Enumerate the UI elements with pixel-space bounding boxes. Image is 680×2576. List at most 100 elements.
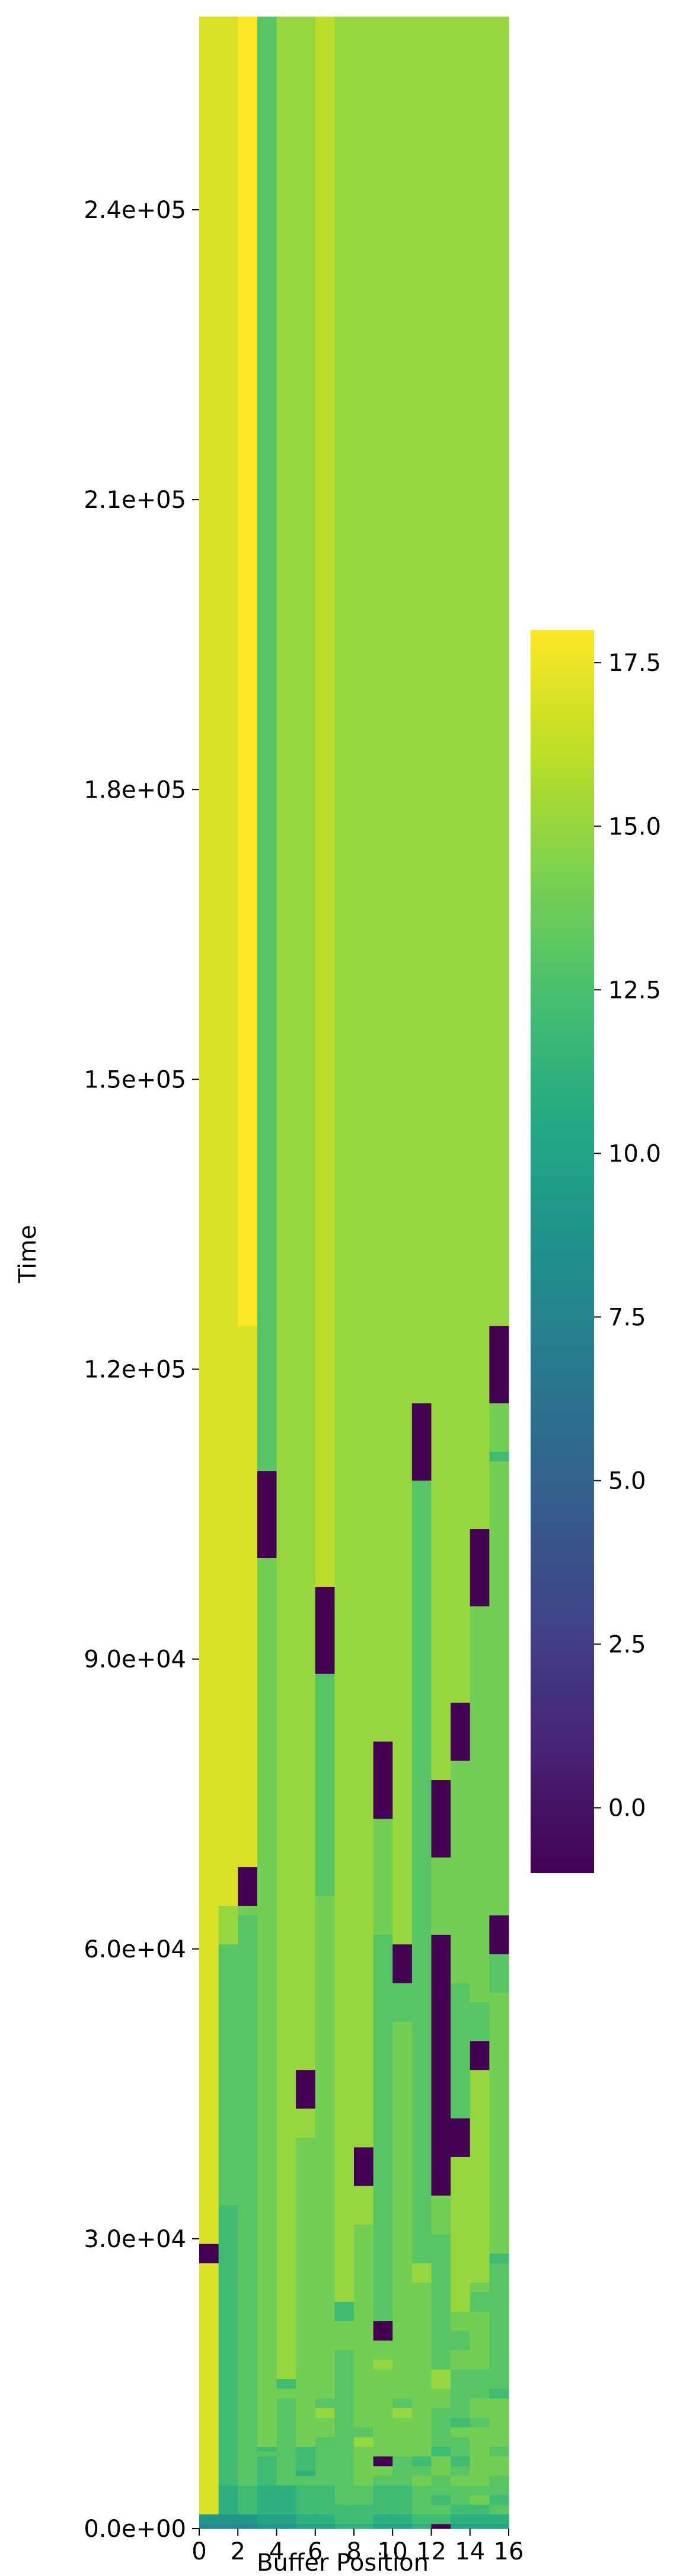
heatmap-cell — [315, 2514, 335, 2524]
heatmap-cell — [238, 2523, 258, 2529]
heatmap-cell — [470, 2292, 490, 2312]
colorbar: 0.0 2.5 5.0 7.5 10.0 12.5 15.0 17.5 — [531, 630, 661, 1873]
heatmap-cell — [451, 2523, 471, 2529]
heatmap-cell — [470, 1605, 490, 2003]
heatmap-cell — [238, 1326, 258, 1867]
colorbar-tick-label: 2.5 — [608, 1631, 646, 1659]
heatmap-cell — [296, 2446, 316, 2471]
heatmap-cell — [451, 1703, 471, 1761]
heatmap-cell — [489, 2494, 509, 2505]
heatmap-cell — [431, 2475, 451, 2495]
heatmap-cell — [470, 2427, 490, 2486]
heatmap-cell — [373, 1818, 393, 1935]
heatmap-cell — [276, 2523, 296, 2529]
colorbar-gradient — [531, 630, 594, 1873]
heatmap-cell — [218, 2204, 238, 2486]
heatmap-cell — [315, 2437, 335, 2486]
heatmap-cell — [257, 2523, 277, 2529]
x-tick-label: 4 — [269, 2538, 284, 2565]
heatmap-cell — [354, 2446, 374, 2486]
heatmap-cell — [392, 2456, 413, 2486]
x-tick-label: 6 — [308, 2538, 323, 2565]
x-tick-label: 8 — [346, 2538, 361, 2565]
colorbar-tick-label: 12.5 — [608, 977, 661, 1004]
heatmap-cell — [411, 2282, 432, 2457]
colorbar-tick-label: 7.5 — [608, 1304, 646, 1331]
heatmap-cell — [431, 2456, 451, 2476]
heatmap-cell — [489, 1992, 509, 2254]
colorbar-tick-label: 10.0 — [608, 1140, 661, 1167]
heatmap-cell — [411, 2456, 432, 2466]
heatmap-cell — [218, 1944, 238, 2206]
heatmap-cell — [218, 1905, 238, 1945]
heatmap-cell — [431, 2369, 451, 2389]
heatmap-cell — [470, 2417, 490, 2428]
heatmap-cell — [315, 1673, 335, 1896]
y-axis-label: Time — [14, 1225, 41, 1284]
heatmap-cell — [354, 2427, 374, 2437]
heatmap-cell — [334, 2350, 355, 2505]
heatmap-cell — [296, 2108, 316, 2138]
x-axis: 0 2 4 6 8 10 12 14 16 — [191, 2529, 523, 2565]
heatmap-cell — [199, 17, 219, 2244]
heatmap-cell — [257, 2451, 277, 2457]
heatmap-cell — [296, 17, 316, 2071]
heatmap-cell — [489, 2263, 509, 2389]
heatmap-cell — [257, 2446, 277, 2452]
heatmap-cell — [373, 2321, 393, 2341]
heatmap-cell — [431, 1780, 451, 1858]
heatmap-cell — [373, 2485, 393, 2515]
heatmap-cell — [296, 2069, 316, 2109]
heatmap-cell — [296, 2471, 316, 2476]
heatmap-cell — [451, 2369, 471, 2418]
heatmap-cell — [315, 2523, 335, 2529]
heatmap-cell — [276, 2388, 296, 2399]
colorbar-ticks: 0.0 2.5 5.0 7.5 10.0 12.5 15.0 17.5 — [594, 649, 661, 1822]
heatmap-cell — [470, 2282, 490, 2293]
heatmap-cell — [451, 2156, 471, 2312]
heatmap-cell — [489, 2456, 509, 2476]
heatmap-cell — [431, 17, 451, 1781]
heatmap-cells — [199, 17, 509, 2529]
heatmap-cell — [296, 2475, 316, 2486]
heatmap-cell — [296, 2485, 316, 2515]
heatmap-cell — [451, 2456, 471, 2466]
heatmap-cell — [296, 2523, 316, 2529]
heatmap-cell — [276, 2379, 296, 2389]
heatmap-cell — [451, 2437, 471, 2457]
heatmap-cell — [373, 1934, 393, 2322]
heatmap-cell — [257, 2456, 277, 2486]
colorbar-tick-label: 17.5 — [608, 649, 661, 677]
heatmap-cell — [392, 2021, 413, 2399]
heatmap-cell — [373, 2523, 393, 2529]
heatmap-cell — [411, 17, 432, 1404]
heatmap-cell — [257, 1470, 277, 1559]
heatmap-cell — [470, 2369, 490, 2399]
heatmap-cell — [431, 2233, 451, 2370]
heatmap-cell — [470, 2514, 490, 2524]
heatmap-cell — [431, 2388, 451, 2408]
heatmap-cell — [489, 2253, 509, 2264]
heatmap-cell — [392, 2523, 413, 2529]
heatmap-cell — [451, 1982, 471, 2119]
heatmap-cell — [411, 2523, 432, 2529]
heatmap-cell — [470, 2040, 490, 2071]
heatmap-cell — [354, 17, 374, 2148]
heatmap-cell — [238, 17, 258, 1326]
x-tick-label: 0 — [191, 2538, 206, 2565]
heatmap-cell — [354, 2147, 374, 2186]
x-tick-label: 10 — [378, 2538, 408, 2565]
heatmap-cell — [218, 17, 238, 1906]
heatmap-cell — [276, 17, 296, 2379]
heatmap-cell — [489, 2398, 509, 2447]
heatmap-cell — [238, 1867, 258, 1906]
heatmap-cell — [257, 1557, 277, 2447]
heatmap-cell — [199, 2514, 219, 2524]
heatmap-cell — [489, 1953, 509, 1993]
heatmap-cell — [354, 2485, 374, 2505]
heatmap-cell — [470, 2311, 490, 2370]
heatmap-cell — [489, 1403, 509, 1452]
heatmap-cell — [489, 2523, 509, 2529]
heatmap-cell — [489, 17, 509, 1326]
